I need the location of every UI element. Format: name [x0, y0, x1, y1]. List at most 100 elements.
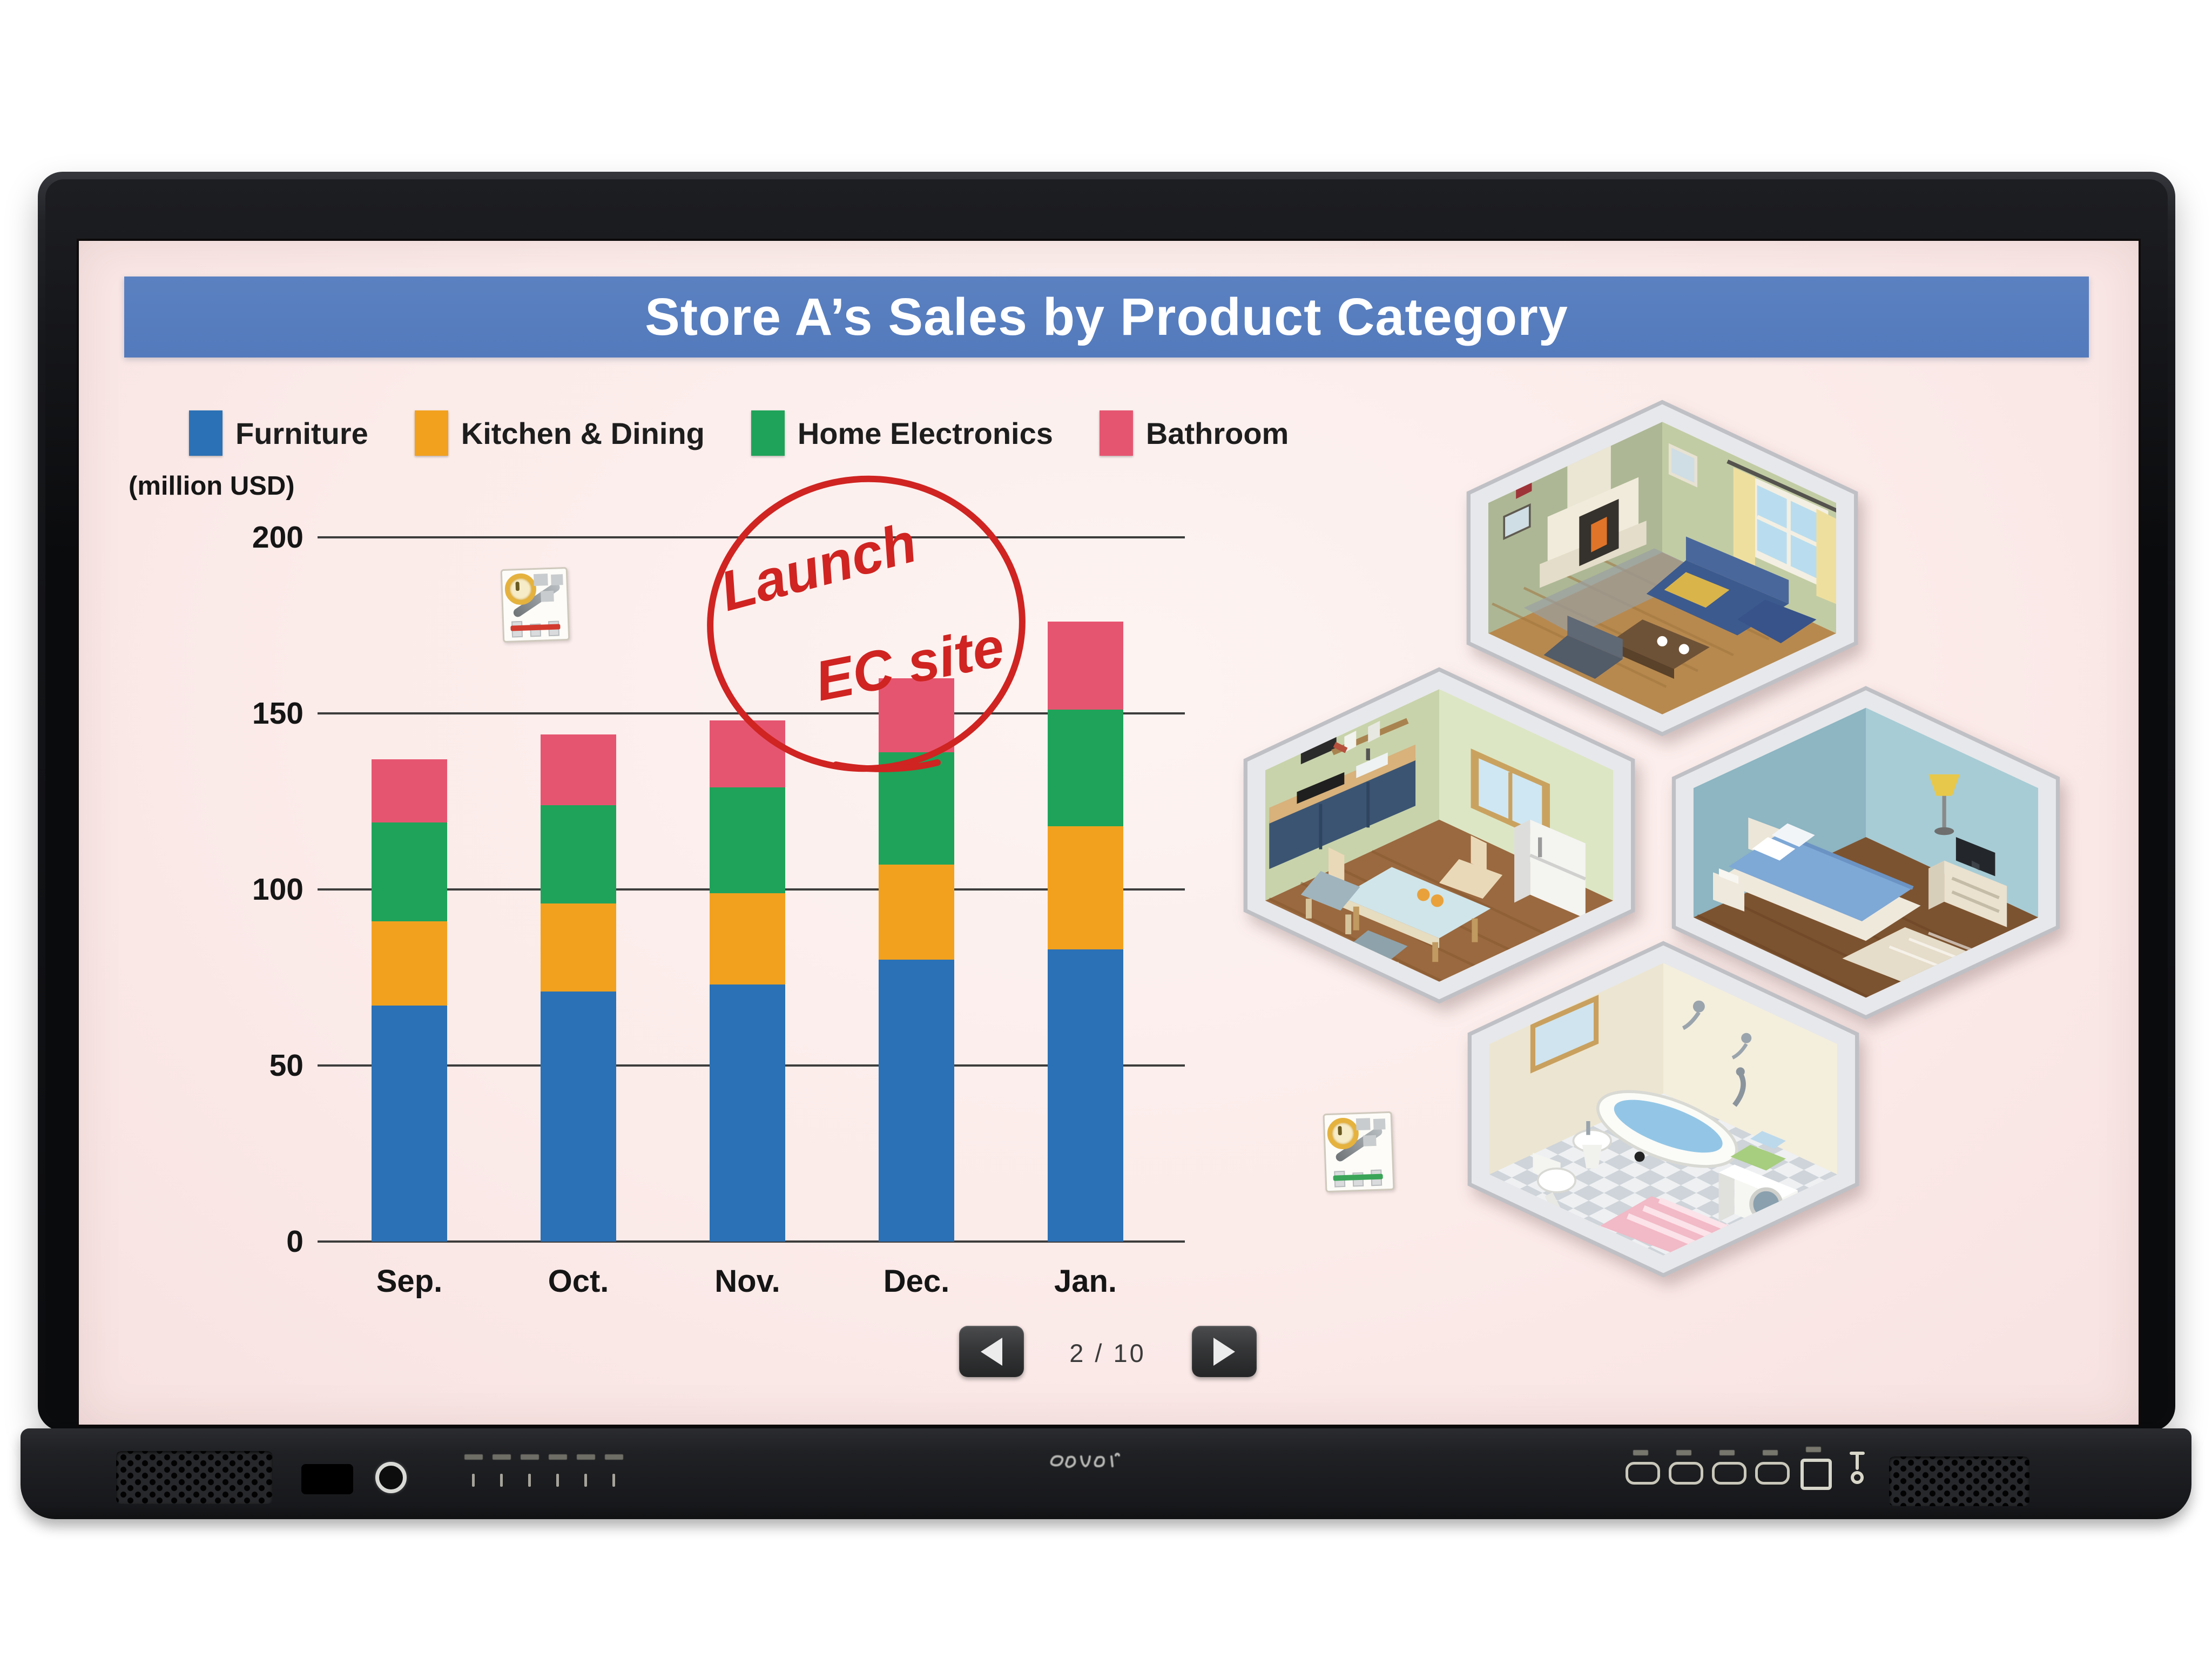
screen: Store A’s Sales by Product Category Furn… — [77, 239, 2141, 1427]
port-label — [1806, 1447, 1821, 1452]
window — [1471, 748, 1550, 844]
control-label — [493, 1454, 511, 1460]
dining-table — [1340, 867, 1491, 962]
left-arrow-icon — [981, 1337, 1002, 1366]
bar-Oct-home-electronics — [541, 805, 616, 904]
control-label — [577, 1454, 595, 1460]
bedroom-illustration — [1671, 686, 2060, 1020]
wall-right — [1866, 707, 2039, 918]
gridline-200 — [318, 536, 1185, 538]
port-label — [1763, 1450, 1778, 1455]
chart-clock-stamp-green-icon — [1323, 1111, 1395, 1193]
x-label-Nov: Nov. — [714, 1264, 780, 1299]
legend-label: Furniture — [235, 416, 368, 450]
bar-Oct-bathroom — [541, 734, 616, 805]
port-label — [1633, 1450, 1648, 1455]
y-tick-100: 100 — [252, 872, 304, 907]
brand-logo — [1050, 1453, 1120, 1468]
wall-left — [1489, 963, 1663, 1175]
bed — [1717, 817, 1921, 941]
curtains — [1727, 460, 1837, 606]
grid-square — [1355, 1118, 1371, 1131]
blue-towel — [1750, 1131, 1786, 1149]
bar-Jan-bathroom — [1048, 622, 1123, 710]
legend-item-furniture: Furniture — [189, 410, 368, 456]
x-label-Sep: Sep. — [376, 1264, 443, 1299]
legend: Furniture Kitchen & Dining Home Electronic… — [189, 410, 1289, 456]
window — [1749, 475, 1829, 590]
nightstand — [1713, 868, 1745, 912]
stylus-pen-icon — [1850, 1452, 1865, 1484]
bar-Nov-bathroom — [710, 720, 785, 787]
legend-label: Kitchen & Dining — [461, 416, 705, 450]
grid-square — [534, 574, 548, 586]
floor-lamp — [1928, 774, 1960, 835]
y-tick-0: 0 — [286, 1224, 304, 1259]
prev-page-button[interactable] — [959, 1326, 1024, 1377]
x-label-Oct: Oct. — [548, 1264, 609, 1299]
rug — [1523, 548, 1706, 636]
grid-square — [1363, 1135, 1377, 1147]
next-page-button[interactable] — [1192, 1326, 1257, 1377]
control-key[interactable] — [612, 1474, 615, 1487]
refrigerator — [1514, 819, 1586, 919]
bar-Oct-furniture — [541, 992, 616, 1242]
bar-Jan-furniture — [1048, 949, 1123, 1242]
page-indicator: 2 / 10 — [1069, 1339, 1146, 1367]
chart-plot: 0 50 100 150 200 Sep. Oct. Nov. Dec. Jan. — [77, 239, 2141, 1427]
y-tick-200: 200 — [252, 520, 304, 555]
armchair — [1543, 615, 1623, 679]
bathtub — [1596, 1067, 1746, 1168]
stove — [1297, 772, 1345, 804]
control-key[interactable] — [528, 1474, 531, 1487]
x-label-Jan: Jan. — [1054, 1264, 1117, 1299]
kitchen-illustration — [1243, 667, 1635, 1004]
chair — [1439, 835, 1503, 899]
legend-swatch-icon — [751, 410, 785, 456]
handwritten-annotation: Launch EC site — [707, 475, 1026, 772]
bar-Jan-home-electronics — [1048, 710, 1123, 826]
wall-right — [1663, 963, 1838, 1175]
soundbar — [21, 1428, 2191, 1519]
hdmi-port-icon — [1755, 1462, 1790, 1485]
bar-Jan-kitchen-dining — [1048, 826, 1123, 949]
bar-Dec-kitchen-dining — [879, 865, 954, 960]
usb-port-icon — [1669, 1462, 1703, 1485]
y-axis-unit-label: (million USD) — [129, 471, 295, 501]
legend-label: Bathroom — [1145, 416, 1289, 450]
chart-clock-stamp-red-icon — [500, 567, 570, 643]
power-button[interactable] — [375, 1462, 407, 1493]
bathroom-illustration — [1467, 941, 1859, 1278]
green-box — [1730, 1144, 1786, 1171]
control-key[interactable] — [500, 1474, 503, 1487]
bar-Oct-kitchen-dining — [541, 903, 616, 992]
bar-Nov-furniture — [710, 984, 785, 1242]
annotation-line2: EC site — [810, 615, 1009, 713]
control-key[interactable] — [472, 1474, 475, 1487]
y-tick-50: 50 — [269, 1048, 304, 1083]
control-key[interactable] — [556, 1474, 559, 1487]
control-label — [464, 1454, 483, 1460]
living-room-illustration — [1466, 400, 1858, 737]
bar-Sep-bathroom — [372, 759, 447, 823]
sd-slot-icon — [1800, 1459, 1832, 1490]
shower-fixture — [1682, 1000, 1752, 1060]
bar-Nov-home-electronics — [710, 787, 785, 893]
kitchen-counter — [1269, 744, 1416, 869]
slide-title: Store A’s Sales by Product Category — [645, 287, 1568, 346]
mirror — [1530, 995, 1599, 1074]
title-banner: Store A’s Sales by Product Category — [124, 276, 2089, 358]
ir-sensor — [301, 1464, 353, 1494]
x-label-Dec: Dec. — [883, 1264, 950, 1299]
y-tick-150: 150 — [252, 696, 304, 731]
bar-Sep-kitchen-dining — [372, 921, 447, 1006]
bar-Sep-home-electronics — [372, 822, 447, 921]
bidet — [1572, 1121, 1612, 1169]
control-label — [521, 1454, 539, 1460]
wall-picture — [1668, 443, 1697, 488]
bar-Dec-furniture — [879, 960, 954, 1242]
control-key[interactable] — [584, 1474, 587, 1487]
gridline-150 — [318, 712, 1185, 714]
sink — [1356, 752, 1388, 778]
dresser-tv — [1928, 837, 2007, 927]
